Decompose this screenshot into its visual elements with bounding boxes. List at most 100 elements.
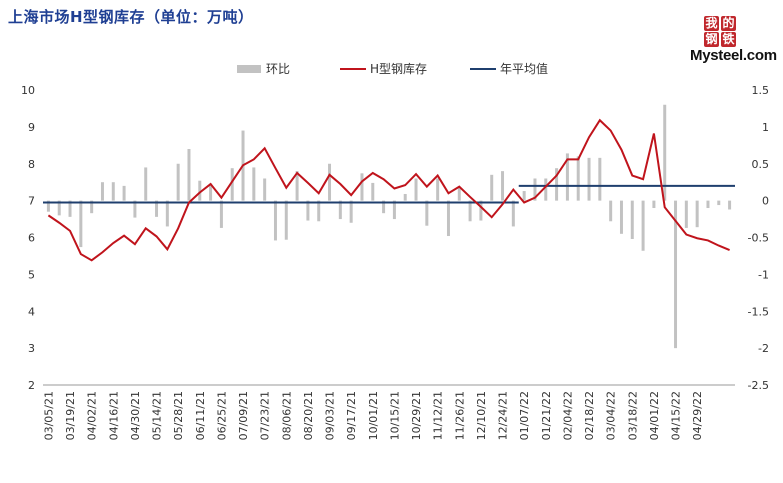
right-tick-label: -2.5 xyxy=(748,379,769,392)
left-tick-label: 10 xyxy=(21,84,35,97)
left-tick-label: 6 xyxy=(28,232,35,245)
wow-bar xyxy=(469,201,472,222)
x-tick-label: 07/09/21 xyxy=(237,391,250,440)
wow-bar xyxy=(620,201,623,234)
x-tick-label: 09/17/21 xyxy=(345,391,358,440)
legend: 环比 H型钢库存 年平均值 xyxy=(237,61,548,76)
wow-bar xyxy=(436,179,439,201)
legend-line-label: H型钢库存 xyxy=(370,61,427,76)
legend-bar-label: 环比 xyxy=(266,62,290,76)
legend-avg-label: 年平均值 xyxy=(500,61,548,76)
wow-bar xyxy=(425,201,428,226)
x-tick-label: 05/14/21 xyxy=(151,391,164,440)
right-tick-label: -2 xyxy=(758,342,769,355)
wow-bar xyxy=(512,201,515,227)
x-tick-label: 08/06/21 xyxy=(280,391,293,440)
right-tick-label: 1.5 xyxy=(752,84,770,97)
x-tick-label: 11/26/21 xyxy=(453,391,466,440)
x-tick-label: 03/05/21 xyxy=(42,391,55,440)
wow-bar xyxy=(544,179,547,201)
inventory-line xyxy=(48,120,729,260)
left-tick-label: 9 xyxy=(28,121,35,134)
wow-bar xyxy=(479,201,482,221)
wow-bar xyxy=(79,201,82,247)
wow-bar xyxy=(642,201,645,251)
left-tick-label: 8 xyxy=(28,158,35,171)
wow-bar xyxy=(317,201,320,222)
x-tick-label: 04/15/22 xyxy=(670,391,683,440)
wow-bar xyxy=(263,179,266,201)
wow-bars xyxy=(47,105,731,348)
wow-bar xyxy=(177,164,180,201)
x-tick-label: 08/20/21 xyxy=(302,391,315,440)
left-tick-label: 7 xyxy=(28,195,35,208)
x-tick-label: 01/07/22 xyxy=(518,391,531,440)
wow-bar xyxy=(328,164,331,201)
wow-bar xyxy=(123,186,126,201)
x-tick-label: 12/10/21 xyxy=(475,391,488,440)
wow-bar xyxy=(112,182,115,200)
wow-bar xyxy=(220,201,223,228)
wow-bar xyxy=(101,182,104,200)
left-tick-label: 5 xyxy=(28,268,35,281)
x-tick-label: 02/04/22 xyxy=(561,391,574,440)
legend-bar-swatch xyxy=(237,65,261,73)
wow-bar xyxy=(501,171,504,201)
x-tick-label: 04/29/22 xyxy=(691,391,704,440)
right-tick-label: -0.5 xyxy=(748,232,769,245)
wow-bar xyxy=(187,149,190,201)
right-tick-label: -1.5 xyxy=(748,305,769,318)
x-tick-label: 10/15/21 xyxy=(388,391,401,440)
wow-bar xyxy=(274,201,277,241)
x-tick-label: 04/01/22 xyxy=(648,391,661,440)
right-tick-label: -1 xyxy=(758,268,769,281)
wow-bar xyxy=(717,201,720,205)
wow-bar xyxy=(631,201,634,239)
wow-bar xyxy=(360,173,363,200)
x-tick-label: 04/30/21 xyxy=(129,391,142,440)
x-tick-label: 02/18/22 xyxy=(583,391,596,440)
axes: 2 3 4 5 6 7 8 9 10 -2.5 -2 -1.5 -1 -0.5 0 0.5 1 1.5 03/05/… xyxy=(21,84,769,440)
wow-bar xyxy=(447,201,450,236)
x-tick-label: 06/11/21 xyxy=(194,391,207,440)
x-tick-label: 01/21/22 xyxy=(540,391,553,440)
x-tick-label: 06/25/21 xyxy=(215,391,228,440)
x-tick-label: 10/01/21 xyxy=(367,391,380,440)
wow-bar xyxy=(652,201,655,208)
wow-bar xyxy=(588,158,591,201)
wow-bar xyxy=(252,167,255,200)
x-tick-label: 07/23/21 xyxy=(259,391,272,440)
wow-bar xyxy=(490,175,493,201)
wow-bar xyxy=(415,179,418,201)
wow-bar xyxy=(696,201,699,228)
wow-bar xyxy=(306,201,309,221)
wow-bar xyxy=(728,201,731,210)
x-tick-label: 12/24/21 xyxy=(497,391,510,440)
x-tick-label: 04/16/21 xyxy=(107,391,120,440)
wow-bar xyxy=(706,201,709,208)
x-tick-label: 03/18/22 xyxy=(626,391,639,440)
wow-bar xyxy=(577,156,580,200)
right-tick-label: 0.5 xyxy=(752,158,770,171)
wow-bar xyxy=(685,201,688,228)
left-tick-label: 3 xyxy=(28,342,35,355)
wow-bar xyxy=(458,187,461,200)
wow-bar xyxy=(371,183,374,201)
x-tick-label: 11/12/21 xyxy=(432,391,445,440)
right-tick-label: 0 xyxy=(762,195,769,208)
x-tick-label: 09/03/21 xyxy=(324,391,337,440)
x-tick-label: 10/29/21 xyxy=(410,391,423,440)
wow-bar xyxy=(609,201,612,222)
wow-bar xyxy=(144,167,147,200)
x-tick-label: 03/04/22 xyxy=(605,391,618,440)
right-tick-label: 1 xyxy=(762,121,769,134)
wow-bar xyxy=(404,194,407,201)
wow-bar xyxy=(598,158,601,201)
x-tick-label: 04/02/21 xyxy=(86,391,99,440)
wow-bar xyxy=(350,201,353,223)
left-tick-label: 4 xyxy=(28,305,35,318)
wow-bar xyxy=(166,201,169,227)
wow-bar xyxy=(285,201,288,240)
left-tick-label: 2 xyxy=(28,379,35,392)
